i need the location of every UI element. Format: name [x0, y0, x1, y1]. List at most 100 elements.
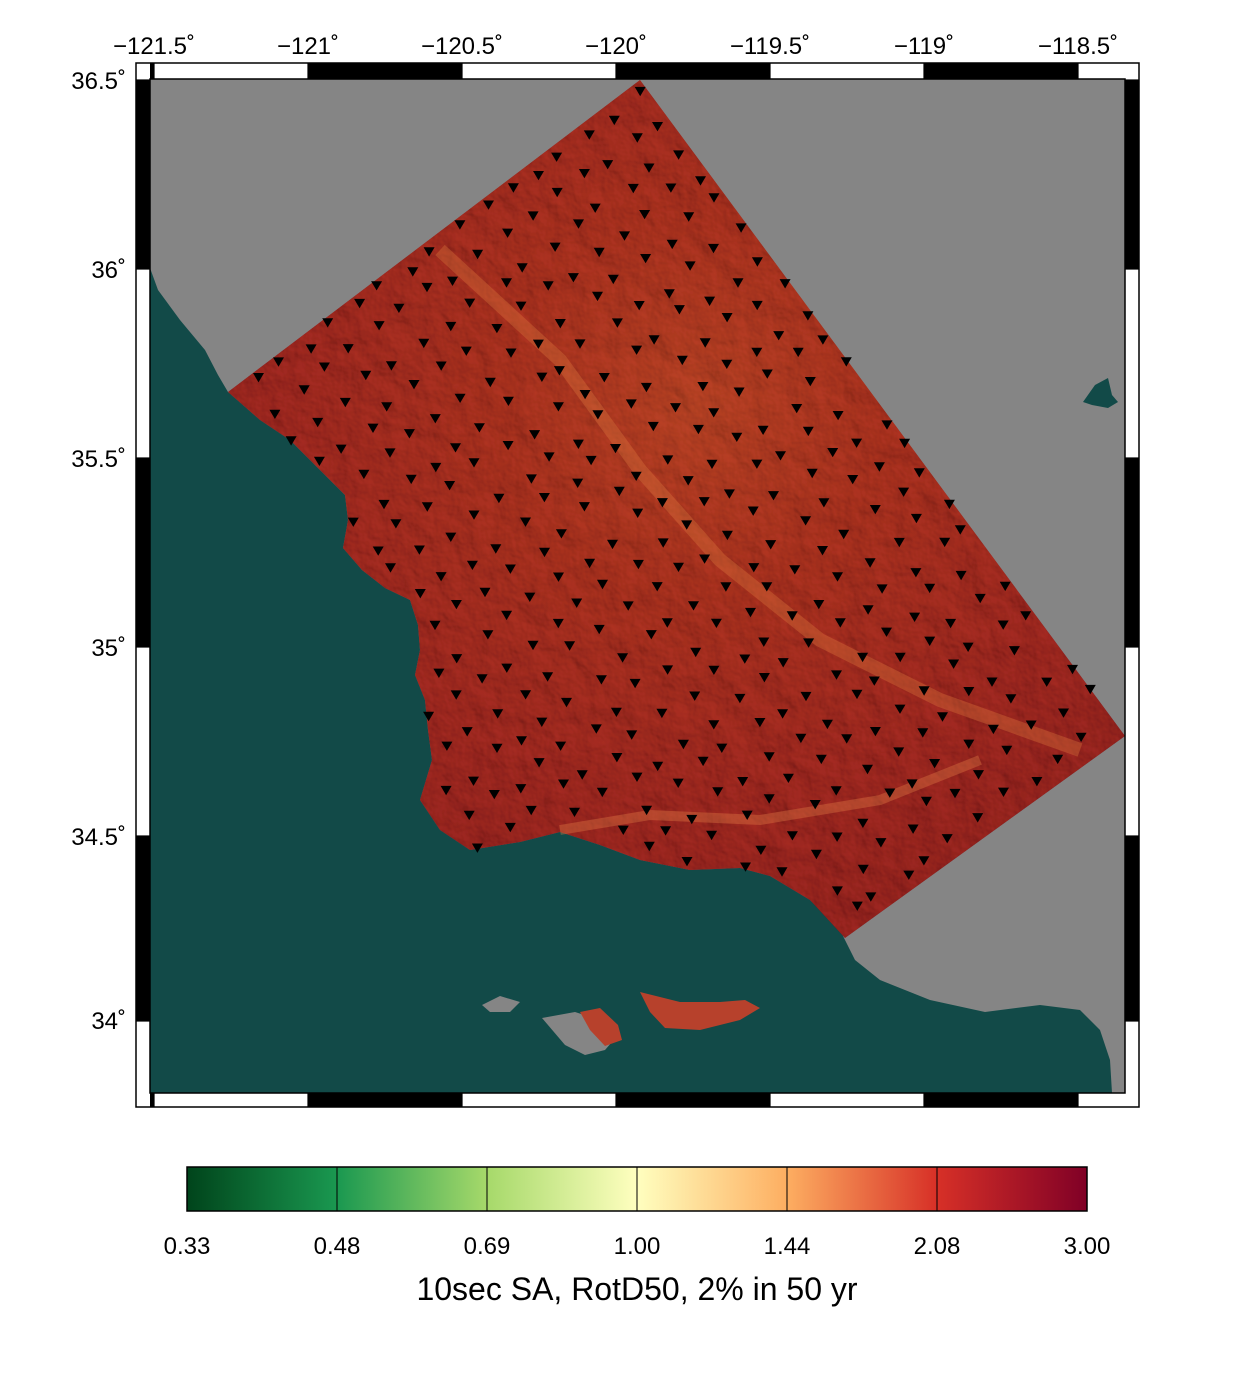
- site-marker: [602, 160, 614, 170]
- site-marker: [751, 300, 763, 311]
- site-marker: [464, 298, 476, 308]
- frame-bar-bottom: [308, 1093, 462, 1107]
- site-marker: [899, 438, 911, 449]
- frame-bar-top: [616, 63, 770, 79]
- site-marker: [710, 618, 722, 628]
- site-markers: [253, 86, 1096, 911]
- site-marker: [681, 857, 693, 867]
- colorbar-ticks: [336, 1167, 938, 1211]
- site-marker: [813, 600, 825, 610]
- lat-tick-label: 36˚: [91, 257, 126, 284]
- site-marker: [683, 212, 695, 222]
- site-marker: [963, 687, 975, 697]
- site-marker: [378, 499, 390, 510]
- site-marker: [698, 497, 710, 507]
- site-marker: [761, 369, 773, 379]
- colorbar-label: 0.33: [164, 1233, 211, 1260]
- latitude-labels: 36.5˚ 36˚ 35.5˚ 35˚ 34.5˚ 34˚: [71, 68, 126, 1035]
- site-marker: [471, 843, 483, 853]
- site-marker: [421, 502, 433, 512]
- site-marker: [640, 254, 652, 264]
- site-marker: [461, 727, 473, 737]
- site-marker: [585, 455, 597, 466]
- frame-bar-top: [924, 63, 1078, 79]
- site-marker: [697, 756, 709, 767]
- site-marker: [520, 517, 531, 527]
- site-marker: [924, 583, 936, 594]
- site-marker: [857, 818, 869, 828]
- site-marker: [524, 592, 536, 602]
- site-marker: [430, 462, 442, 473]
- map-frame: [135, 62, 1140, 1108]
- site-marker: [973, 770, 984, 780]
- site-marker: [488, 790, 500, 800]
- site-marker: [876, 584, 888, 594]
- site-marker: [907, 824, 919, 834]
- site-marker: [468, 776, 479, 786]
- site-marker: [779, 279, 791, 289]
- site-marker: [429, 414, 441, 424]
- site-marker: [639, 210, 651, 220]
- site-marker: [627, 183, 639, 194]
- site-marker: [737, 777, 749, 787]
- site-marker: [482, 630, 494, 640]
- site-marker: [520, 690, 532, 700]
- site-marker: [385, 361, 397, 371]
- site-marker: [440, 785, 452, 796]
- site-marker: [619, 231, 630, 241]
- site-marker: [441, 741, 453, 751]
- site-marker: [708, 193, 720, 203]
- site-marker: [645, 630, 657, 640]
- site-marker: [747, 506, 759, 516]
- site-marker: [423, 247, 435, 257]
- site-marker: [504, 564, 516, 574]
- site-marker: [941, 834, 953, 844]
- site-marker: [555, 529, 567, 539]
- site-marker: [720, 582, 732, 592]
- site-marker: [373, 321, 385, 331]
- lon-tick-label: −120˚: [585, 33, 647, 60]
- site-marker: [831, 832, 843, 842]
- site-marker: [652, 761, 664, 772]
- site-marker: [313, 456, 325, 466]
- site-marker: [515, 301, 527, 311]
- lat-tick-label: 34.5˚: [71, 824, 126, 851]
- site-marker: [536, 372, 548, 382]
- site-marker: [447, 276, 458, 286]
- site-marker: [723, 489, 735, 499]
- site-marker: [598, 373, 610, 383]
- site-marker: [532, 339, 544, 349]
- site-marker: [869, 727, 881, 737]
- island-west: [482, 996, 520, 1012]
- site-marker: [549, 242, 561, 252]
- site-marker: [617, 653, 629, 663]
- site-marker: [360, 370, 372, 381]
- site-marker: [689, 691, 701, 701]
- ocean: [150, 79, 1112, 1093]
- site-marker: [731, 432, 743, 442]
- lat-tick-label: 35˚: [91, 635, 126, 662]
- site-marker: [673, 150, 685, 160]
- lon-tick-label: −121˚: [277, 33, 339, 60]
- site-marker: [622, 601, 634, 611]
- site-marker: [704, 296, 716, 306]
- site-marker: [633, 301, 645, 311]
- site-marker: [869, 505, 881, 515]
- site-marker: [501, 278, 512, 288]
- site-marker: [558, 779, 569, 789]
- site-marker: [502, 441, 514, 451]
- site-marker: [632, 559, 644, 570]
- site-marker: [741, 810, 753, 820]
- site-marker: [501, 610, 513, 621]
- site-marker: [1058, 708, 1069, 718]
- site-marker: [949, 788, 961, 799]
- site-marker: [751, 459, 763, 469]
- site-marker: [573, 219, 584, 229]
- site-marker: [1052, 754, 1064, 765]
- site-marker: [1020, 611, 1032, 621]
- site-marker: [697, 382, 709, 392]
- site-marker: [661, 618, 673, 628]
- site-marker: [564, 641, 576, 651]
- site-marker: [857, 652, 869, 663]
- site-marker: [673, 562, 684, 572]
